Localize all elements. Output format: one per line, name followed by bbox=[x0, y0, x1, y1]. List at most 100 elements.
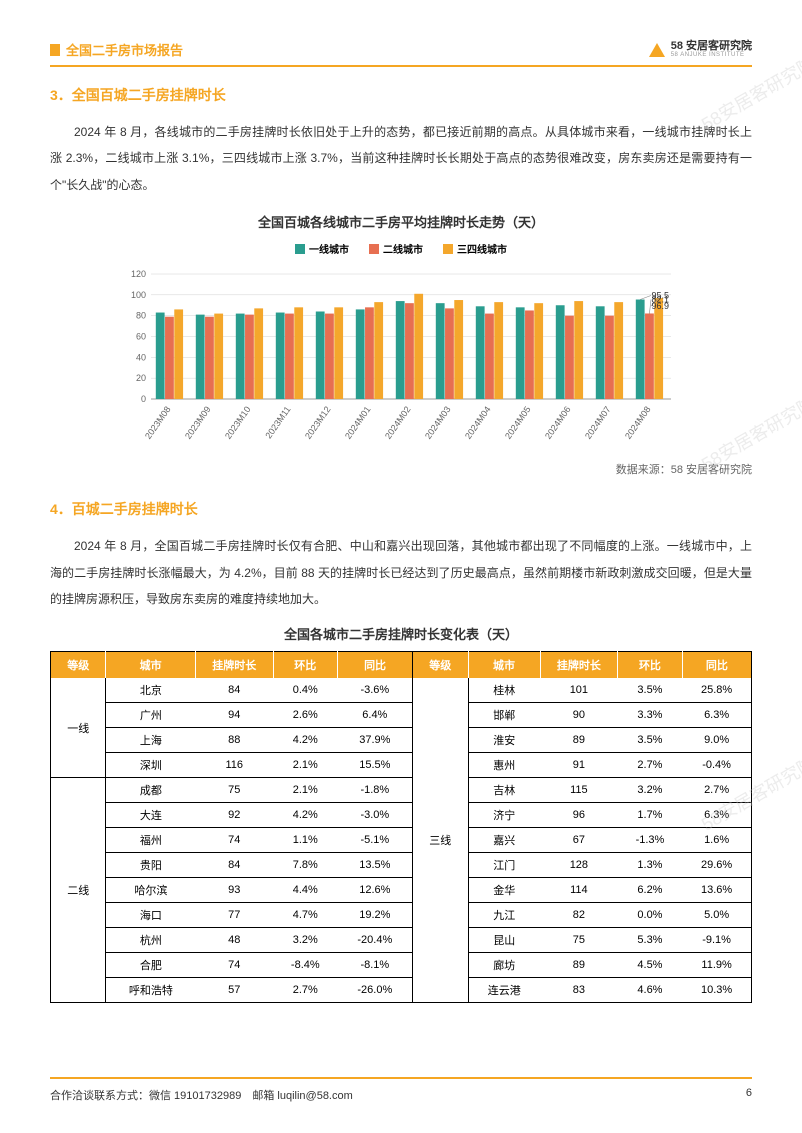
data-cell: 6.3% bbox=[682, 803, 751, 828]
legend-label-tier34: 三四线城市 bbox=[457, 241, 507, 256]
data-cell: 13.6% bbox=[682, 878, 751, 903]
svg-text:2023M10: 2023M10 bbox=[223, 405, 253, 441]
data-cell: 九江 bbox=[468, 903, 540, 928]
data-cell: 10.3% bbox=[682, 978, 751, 1003]
data-cell: 82 bbox=[540, 903, 618, 928]
data-cell: 7.8% bbox=[273, 853, 338, 878]
data-cell: 4.4% bbox=[273, 878, 338, 903]
svg-text:80: 80 bbox=[136, 311, 146, 321]
data-cell: 5.3% bbox=[618, 928, 683, 953]
report-title: 全国二手房市场报告 bbox=[66, 40, 183, 59]
data-cell: 5.0% bbox=[682, 903, 751, 928]
data-cell: -20.4% bbox=[338, 928, 413, 953]
data-cell: -8.4% bbox=[273, 953, 338, 978]
table-row: 深圳1162.1%15.5%惠州912.7%-0.4% bbox=[51, 753, 752, 778]
data-cell: 上海 bbox=[106, 728, 195, 753]
svg-text:2024M03: 2024M03 bbox=[423, 405, 453, 441]
data-cell: 115 bbox=[540, 778, 618, 803]
data-cell: 83 bbox=[540, 978, 618, 1003]
table-row: 合肥74-8.4%-8.1%廊坊894.5%11.9% bbox=[51, 953, 752, 978]
data-cell: 57 bbox=[195, 978, 273, 1003]
data-cell: 3.2% bbox=[273, 928, 338, 953]
data-cell: 4.7% bbox=[273, 903, 338, 928]
page-footer: 合作洽谈联系方式：微信 19101732989 邮箱 luqilin@58.co… bbox=[50, 1077, 752, 1103]
table-header-cell: 环比 bbox=[273, 652, 338, 679]
data-cell: 连云港 bbox=[468, 978, 540, 1003]
data-cell: -3.0% bbox=[338, 803, 413, 828]
section-3-title: 3．全国百城二手房挂牌时长 bbox=[50, 85, 752, 105]
data-cell: 19.2% bbox=[338, 903, 413, 928]
data-cell: 福州 bbox=[106, 828, 195, 853]
data-cell: 2.6% bbox=[273, 703, 338, 728]
tier-cell: 二线 bbox=[51, 778, 106, 1003]
svg-text:100: 100 bbox=[131, 290, 146, 300]
table-header-cell: 同比 bbox=[682, 652, 751, 679]
table-header-cell: 挂牌时长 bbox=[540, 652, 618, 679]
data-cell: 淮安 bbox=[468, 728, 540, 753]
table-header-cell: 城市 bbox=[468, 652, 540, 679]
table-title: 全国各城市二手房挂牌时长变化表（天） bbox=[50, 624, 752, 643]
data-cell: 9.0% bbox=[682, 728, 751, 753]
svg-text:2023M09: 2023M09 bbox=[183, 405, 213, 441]
data-cell: 嘉兴 bbox=[468, 828, 540, 853]
table-header-cell: 同比 bbox=[338, 652, 413, 679]
data-cell: 6.2% bbox=[618, 878, 683, 903]
data-cell: 2.1% bbox=[273, 778, 338, 803]
logo: 58 安居客研究院 58 ANJUKE INSTITUTE bbox=[649, 41, 752, 58]
data-cell: 哈尔滨 bbox=[106, 878, 195, 903]
data-cell: 15.5% bbox=[338, 753, 413, 778]
chart-legend: 一线城市 二线城市 三四线城市 bbox=[121, 241, 681, 256]
data-cell: 84 bbox=[195, 678, 273, 703]
table-row: 广州942.6%6.4%邯郸903.3%6.3% bbox=[51, 703, 752, 728]
table-row: 大连924.2%-3.0%济宁961.7%6.3% bbox=[51, 803, 752, 828]
data-cell: 74 bbox=[195, 953, 273, 978]
data-cell: 6.4% bbox=[338, 703, 413, 728]
chart-svg: 0204060801001202023M082023M092023M102023… bbox=[121, 266, 681, 441]
svg-text:0: 0 bbox=[141, 394, 146, 404]
data-cell: -3.6% bbox=[338, 678, 413, 703]
data-cell: -1.8% bbox=[338, 778, 413, 803]
table-header-cell: 环比 bbox=[618, 652, 683, 679]
data-cell: 12.6% bbox=[338, 878, 413, 903]
svg-text:2023M11: 2023M11 bbox=[263, 405, 292, 441]
legend-label-tier1: 一线城市 bbox=[309, 241, 349, 256]
section-4-paragraph: 2024 年 8 月，全国百城二手房挂牌时长仅有合肥、中山和嘉兴出现回落，其他城… bbox=[50, 533, 752, 612]
footer-page-number: 6 bbox=[746, 1087, 752, 1103]
data-cell: 92 bbox=[195, 803, 273, 828]
svg-text:2024M04: 2024M04 bbox=[463, 405, 493, 441]
table-header-cell: 挂牌时长 bbox=[195, 652, 273, 679]
data-cell: 合肥 bbox=[106, 953, 195, 978]
data-cell: 广州 bbox=[106, 703, 195, 728]
tier-cell: 三线 bbox=[413, 678, 468, 1003]
svg-text:2023M12: 2023M12 bbox=[303, 405, 333, 441]
data-cell: 29.6% bbox=[682, 853, 751, 878]
table-row: 呼和浩特572.7%-26.0%连云港834.6%10.3% bbox=[51, 978, 752, 1003]
svg-text:120: 120 bbox=[131, 269, 146, 279]
data-cell: 90 bbox=[540, 703, 618, 728]
table-row: 贵阳847.8%13.5%江门1281.3%29.6% bbox=[51, 853, 752, 878]
data-cell: 91 bbox=[540, 753, 618, 778]
legend-swatch-tier34 bbox=[443, 244, 453, 254]
data-cell: 1.7% bbox=[618, 803, 683, 828]
data-cell: 昆山 bbox=[468, 928, 540, 953]
data-cell: 75 bbox=[195, 778, 273, 803]
page-header: 全国二手房市场报告 58 安居客研究院 58 ANJUKE INSTITUTE bbox=[50, 40, 752, 67]
data-cell: 2.1% bbox=[273, 753, 338, 778]
table-row: 二线成都752.1%-1.8%吉林1153.2%2.7% bbox=[51, 778, 752, 803]
svg-text:2024M07: 2024M07 bbox=[583, 405, 613, 441]
data-cell: 3.5% bbox=[618, 678, 683, 703]
data-cell: 116 bbox=[195, 753, 273, 778]
data-cell: 11.9% bbox=[682, 953, 751, 978]
data-cell: -8.1% bbox=[338, 953, 413, 978]
data-cell: 3.5% bbox=[618, 728, 683, 753]
svg-text:2024M05: 2024M05 bbox=[503, 405, 533, 441]
listing-duration-chart: 一线城市 二线城市 三四线城市 0204060801001202023M0820… bbox=[121, 241, 681, 441]
section-4-title: 4．百城二手房挂牌时长 bbox=[50, 499, 752, 519]
data-cell: -9.1% bbox=[682, 928, 751, 953]
table-row: 杭州483.2%-20.4%昆山755.3%-9.1% bbox=[51, 928, 752, 953]
data-cell: 101 bbox=[540, 678, 618, 703]
data-cell: 96 bbox=[540, 803, 618, 828]
data-cell: 2.7% bbox=[618, 753, 683, 778]
table-row: 一线北京840.4%-3.6%三线桂林1013.5%25.8% bbox=[51, 678, 752, 703]
data-cell: 4.6% bbox=[618, 978, 683, 1003]
